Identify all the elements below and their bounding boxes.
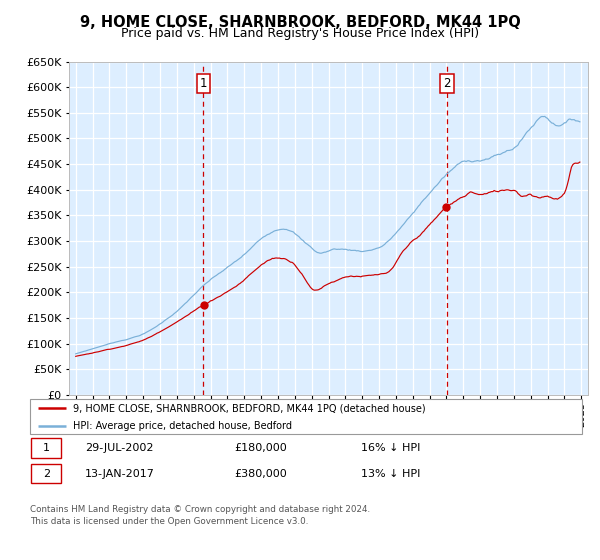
Text: Price paid vs. HM Land Registry's House Price Index (HPI): Price paid vs. HM Land Registry's House … bbox=[121, 27, 479, 40]
Text: 1: 1 bbox=[200, 77, 207, 90]
Text: HPI: Average price, detached house, Bedford: HPI: Average price, detached house, Bedf… bbox=[73, 421, 292, 431]
Text: £180,000: £180,000 bbox=[234, 443, 287, 453]
Text: 16% ↓ HPI: 16% ↓ HPI bbox=[361, 443, 421, 453]
Bar bbox=[31, 464, 61, 483]
Text: 13-JAN-2017: 13-JAN-2017 bbox=[85, 469, 155, 479]
Text: 2: 2 bbox=[43, 469, 50, 479]
Bar bbox=[31, 438, 61, 458]
Text: 29-JUL-2002: 29-JUL-2002 bbox=[85, 443, 154, 453]
Text: 1: 1 bbox=[43, 443, 50, 453]
Text: 13% ↓ HPI: 13% ↓ HPI bbox=[361, 469, 421, 479]
Text: £380,000: £380,000 bbox=[234, 469, 287, 479]
Text: 9, HOME CLOSE, SHARNBROOK, BEDFORD, MK44 1PQ: 9, HOME CLOSE, SHARNBROOK, BEDFORD, MK44… bbox=[80, 15, 520, 30]
Text: 2: 2 bbox=[443, 77, 451, 90]
Text: Contains HM Land Registry data © Crown copyright and database right 2024.
This d: Contains HM Land Registry data © Crown c… bbox=[30, 505, 370, 526]
Text: 9, HOME CLOSE, SHARNBROOK, BEDFORD, MK44 1PQ (detached house): 9, HOME CLOSE, SHARNBROOK, BEDFORD, MK44… bbox=[73, 403, 425, 413]
